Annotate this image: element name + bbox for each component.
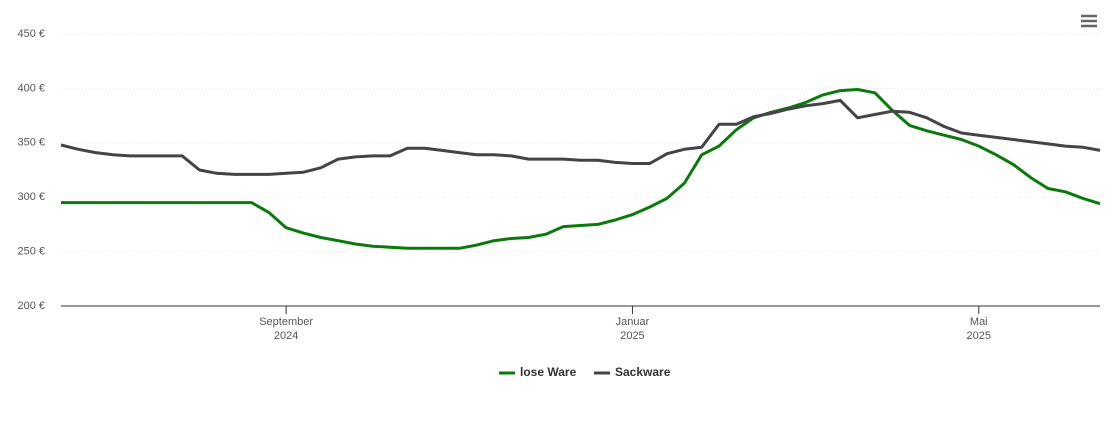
x-tick-label: Mai 2025 [967, 316, 991, 342]
y-tick-label: 400 € [17, 82, 45, 94]
menu-button[interactable] [1078, 10, 1100, 32]
x-tick-label-line: 2025 [967, 330, 991, 342]
y-tick-label: 250 € [17, 246, 45, 258]
y-tick-label: 450 € [17, 28, 45, 40]
x-tick-label-line: 2025 [620, 330, 644, 342]
x-tick-label-line: Januar [616, 316, 650, 328]
x-tick-label-line: September [259, 316, 313, 328]
line-series [61, 88, 1101, 250]
legend-label: Sackware [615, 365, 671, 379]
y-tick-label: 350 € [17, 137, 45, 149]
line-series [60, 98, 1101, 176]
x-tick-label-line: 2024 [274, 330, 298, 342]
legend-label: lose Ware [520, 365, 577, 379]
y-tick-label: 300 € [17, 191, 45, 203]
legend-item[interactable]: lose Ware [499, 365, 577, 379]
x-tick-label: Januar 2025 [616, 316, 650, 342]
x-tick-label: September 2024 [259, 316, 313, 342]
x-tick-label-line: Mai [970, 316, 988, 328]
y-tick-label: 200 € [17, 300, 45, 312]
legend-item[interactable]: Sackware [594, 365, 671, 379]
